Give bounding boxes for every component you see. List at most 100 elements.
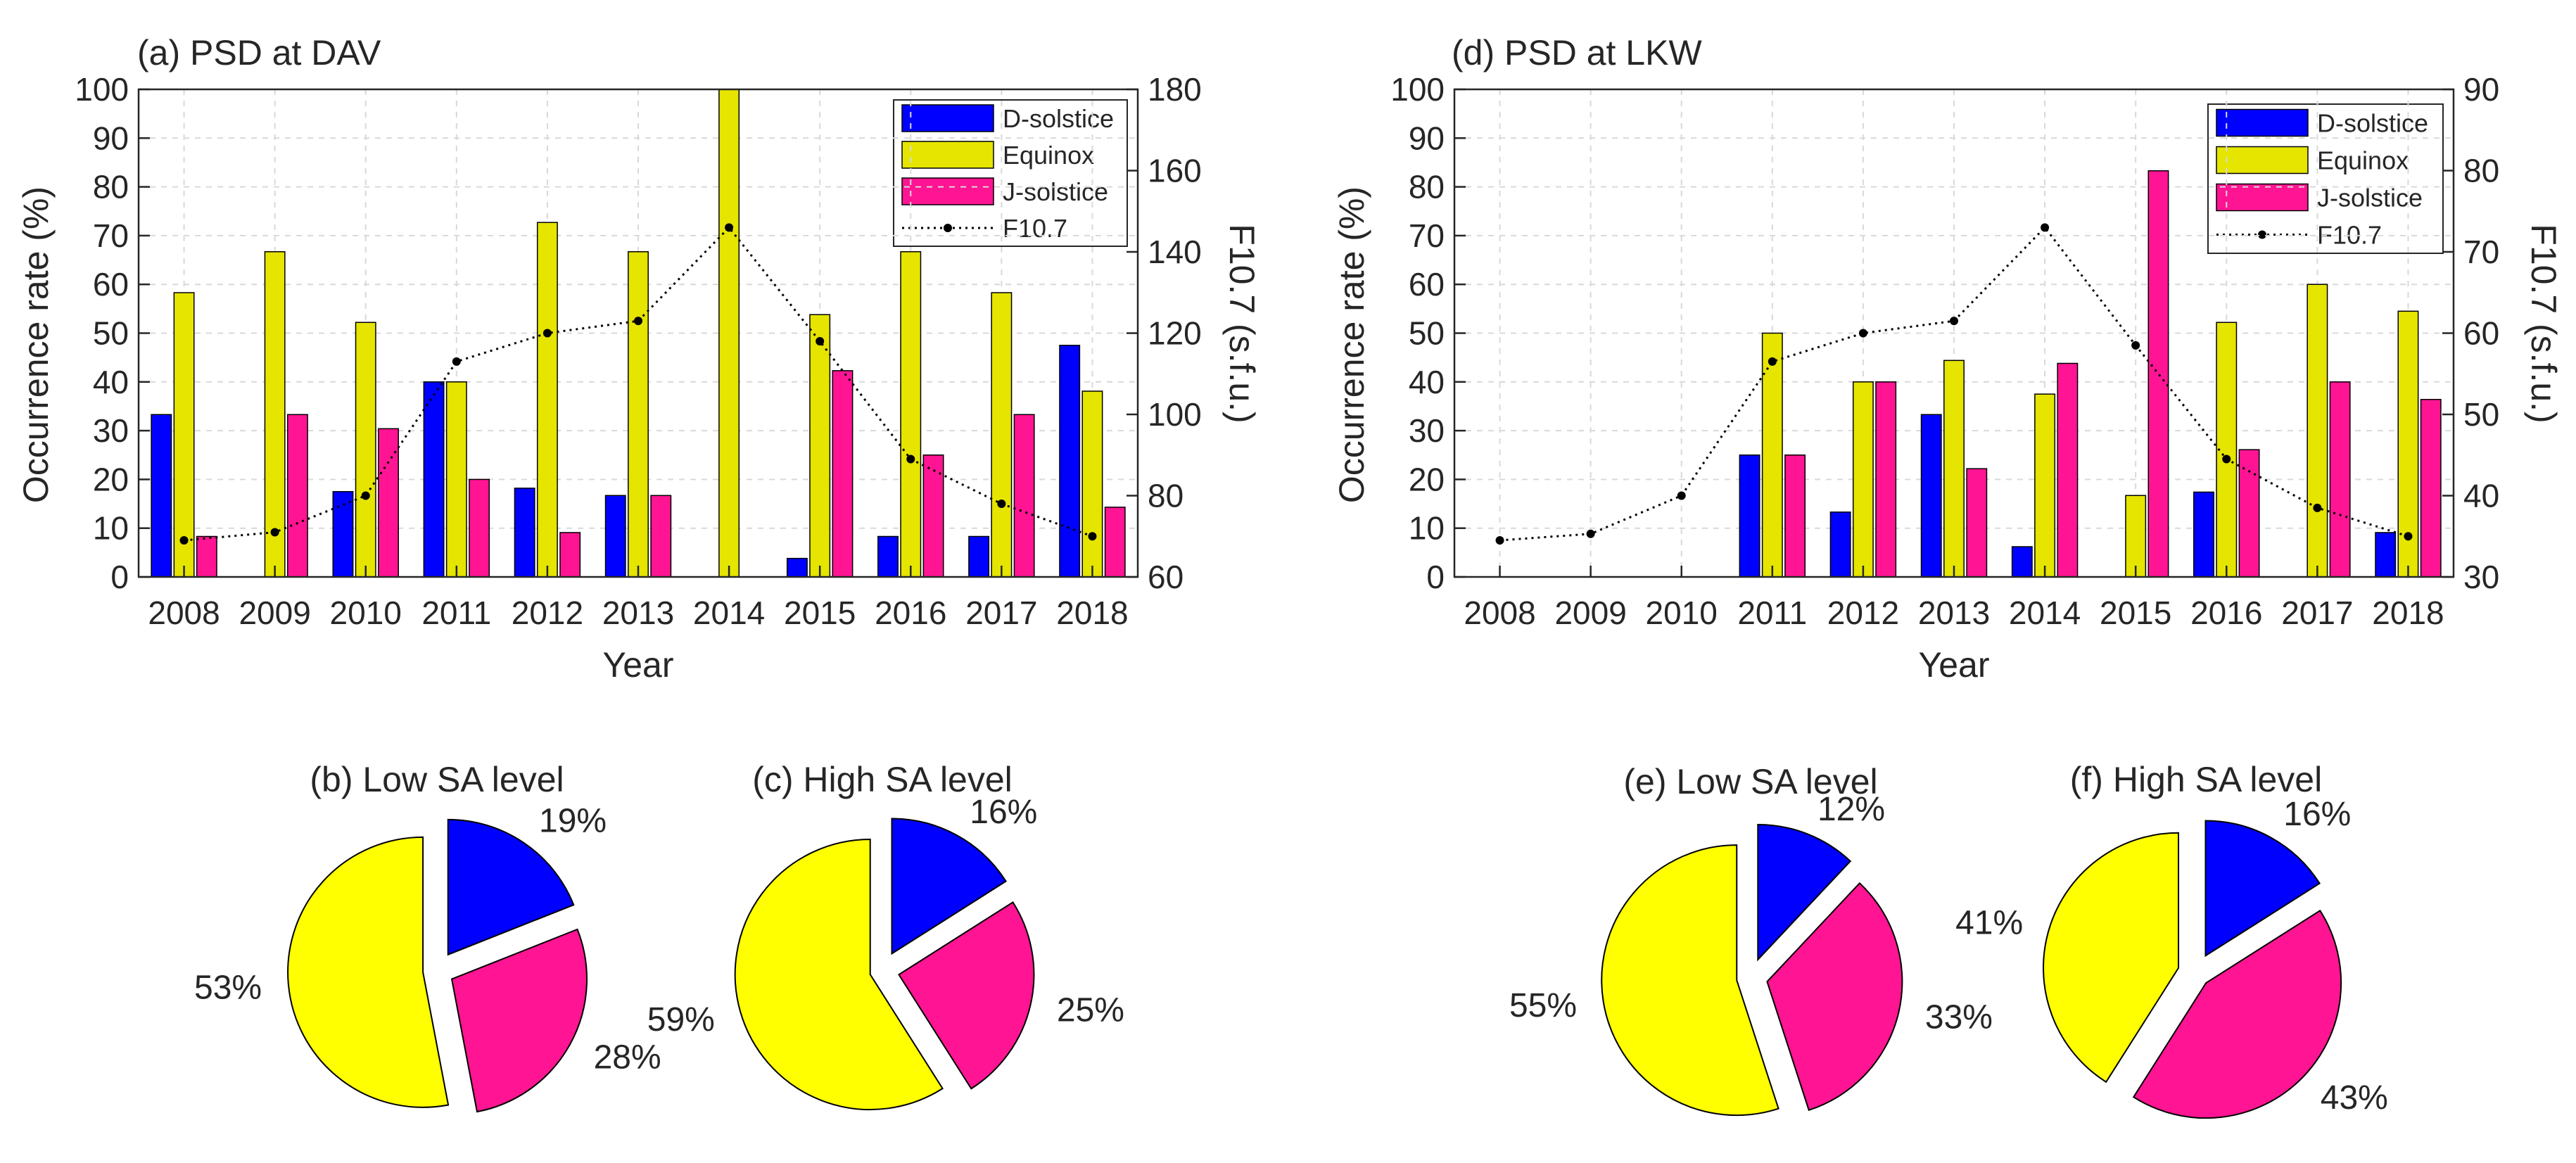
bar-a-j-solstice-2008 — [197, 536, 217, 577]
legend-a-f107-label: F10.7 — [1003, 214, 1067, 243]
bar-d-d-solstice-2018 — [2375, 533, 2395, 577]
figure: (a) PSD at DAV Occurrence rate (%) F10.7… — [0, 0, 2576, 1163]
bar-a-equinox-2014 — [719, 89, 739, 577]
bar-a-j-solstice-2009 — [288, 414, 307, 577]
chart-a-xtick-label: 2018 — [1056, 595, 1128, 631]
chart-d-y2tick-label: 90 — [2463, 71, 2499, 108]
chart-d-ylabel: Occurrence rate (%) — [1332, 186, 1371, 503]
chart-a-f107-point-2009 — [271, 528, 279, 536]
legend-d-f107-marker — [2258, 231, 2266, 239]
chart-a-xtick-label: 2008 — [148, 595, 220, 631]
chart-a-xtick-label: 2013 — [602, 595, 674, 631]
bar-d-equinox-2011 — [1763, 333, 1782, 578]
chart-d-ytick-label: 10 — [1409, 510, 1445, 547]
chart-a-ytick-label: 100 — [75, 71, 129, 108]
chart-a-ytick-label: 50 — [93, 315, 129, 352]
legend-d-j-solstice-label: J-solstice — [2317, 184, 2423, 212]
chart-a-ytick-label: 80 — [93, 169, 129, 205]
chart-d-f107-point-2015 — [2131, 341, 2140, 350]
legend-a-j-solstice-swatch — [902, 178, 994, 205]
chart-a-ytick-label: 60 — [93, 266, 129, 303]
bar-d-d-solstice-2013 — [1922, 414, 1941, 577]
chart-a-xtick-label: 2017 — [965, 595, 1037, 631]
bar-d-d-solstice-2011 — [1739, 455, 1759, 577]
chart-d-xtick-label: 2008 — [1464, 595, 1535, 631]
chart-a-xtick-label: 2010 — [330, 595, 402, 631]
bar-a-d-solstice-2018 — [1060, 345, 1079, 577]
chart-d-f107-point-2016 — [2222, 455, 2231, 464]
legend-d-j-solstice-swatch — [2216, 184, 2308, 211]
chart-a-y2tick-label: 180 — [1148, 71, 1202, 108]
legend-d-equinox-swatch — [2216, 147, 2308, 174]
chart-a-xtick-label: 2011 — [421, 595, 491, 631]
chart-a-f107-point-2014 — [725, 223, 733, 231]
chart-a-ytick-label: 20 — [93, 461, 129, 497]
chart-a-y2tick-label: 100 — [1148, 396, 1202, 433]
bar-a-equinox-2008 — [174, 293, 193, 577]
bar-d-j-solstice-2017 — [2330, 382, 2349, 577]
chart-d-f107-point-2009 — [1587, 530, 1595, 538]
bar-a-d-solstice-2016 — [878, 536, 898, 577]
bar-d-j-solstice-2013 — [1967, 469, 1986, 577]
chart-a-f107-point-2017 — [997, 500, 1005, 508]
bar-d-j-solstice-2018 — [2421, 400, 2441, 577]
chart-a-y2tick-label: 60 — [1148, 559, 1184, 595]
bar-d-j-solstice-2014 — [2057, 363, 2077, 577]
pie-e-j-solstice-label: 33% — [1925, 998, 1993, 1036]
legend-d-equinox-label: Equinox — [2317, 146, 2409, 175]
bar-a-d-solstice-2012 — [514, 488, 534, 577]
chart-a-ytick-label: 10 — [93, 510, 129, 547]
bar-d-j-solstice-2012 — [1876, 382, 1896, 577]
chart-a-xtick-label: 2016 — [875, 595, 946, 631]
legend-a-f107-marker — [944, 224, 952, 232]
chart-d-xtick-label: 2016 — [2190, 595, 2262, 631]
bar-d-j-solstice-2015 — [2148, 171, 2168, 577]
pie-b-j-solstice-label: 28% — [594, 1038, 661, 1076]
chart-d-f107-point-2011 — [1768, 357, 1777, 366]
chart-a-f107-point-2008 — [180, 536, 189, 545]
chart-a-y2tick-label: 160 — [1148, 153, 1202, 189]
pie-f-d-solstice-label: 16% — [2283, 796, 2351, 833]
chart-d-xlabel: Year — [1918, 645, 1989, 685]
chart-d-xtick-label: 2017 — [2281, 595, 2353, 631]
chart-a-f107-point-2013 — [634, 317, 642, 325]
chart-d-xtick-label: 2012 — [1827, 595, 1899, 631]
chart-a-ytick-label: 40 — [93, 364, 129, 400]
chart-d-f107-point-2012 — [1859, 329, 1867, 338]
bar-a-equinox-2016 — [901, 252, 920, 577]
pie-b-title: (b) Low SA level — [310, 760, 564, 799]
legend-d-d-solstice-label: D-solstice — [2317, 109, 2428, 138]
bar-d-j-solstice-2011 — [1785, 455, 1805, 577]
legend-a-equinox-label: Equinox — [1003, 141, 1094, 170]
pie-f-title: (f) High SA level — [2070, 760, 2322, 799]
chart-a-ytick-label: 30 — [93, 412, 129, 449]
bar-a-d-solstice-2015 — [787, 559, 807, 577]
bar-a-d-solstice-2008 — [151, 414, 171, 577]
chart-d-y2tick-label: 70 — [2463, 234, 2499, 270]
chart-a-ytick-label: 90 — [93, 120, 129, 156]
legend-a-d-solstice-swatch — [902, 105, 994, 132]
bar-a-equinox-2015 — [810, 314, 830, 577]
pie-c-d-solstice-label: 16% — [970, 794, 1037, 831]
chart-a-f107-point-2012 — [543, 329, 552, 338]
chart-d-ytick-label: 30 — [1409, 412, 1445, 449]
bar-d-d-solstice-2014 — [2012, 547, 2032, 577]
bar-a-d-solstice-2011 — [424, 382, 443, 577]
chart-d-y2tick-label: 60 — [2463, 315, 2499, 352]
chart-a-ylabel: Occurrence rate (%) — [16, 186, 56, 503]
chart-a-f107-point-2011 — [452, 357, 461, 366]
chart-a-y2label: F10.7 (s.f.u.) — [1222, 224, 1262, 423]
chart-d-y2tick-label: 30 — [2463, 559, 2499, 595]
chart-d-y2tick-label: 40 — [2463, 478, 2499, 514]
chart-d-ytick-label: 70 — [1409, 217, 1445, 254]
bar-a-j-solstice-2011 — [469, 479, 489, 577]
chart-d-f107-point-2018 — [2404, 532, 2412, 540]
chart-d-ytick-label: 20 — [1409, 461, 1445, 497]
bar-a-j-solstice-2012 — [560, 533, 580, 577]
chart-d-xtick-label: 2018 — [2372, 595, 2444, 631]
chart-a-y2tick-label: 80 — [1148, 478, 1184, 514]
chart-a-y2tick-label: 120 — [1148, 315, 1202, 352]
chart-a-f107-point-2016 — [906, 455, 915, 464]
chart-a-xtick-label: 2015 — [784, 595, 856, 631]
bar-a-d-solstice-2017 — [969, 536, 989, 577]
